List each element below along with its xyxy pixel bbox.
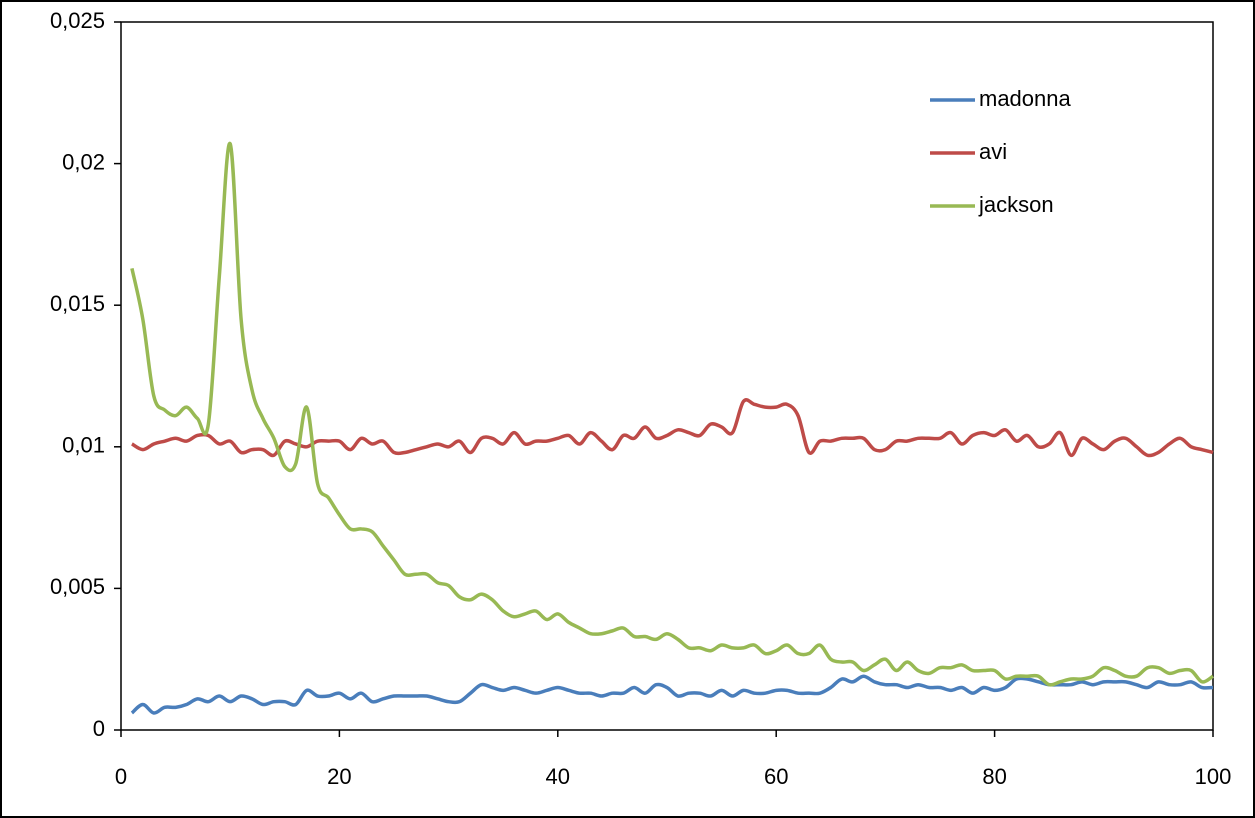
x-tick-label: 20 xyxy=(327,764,351,789)
x-tick-label: 60 xyxy=(764,764,788,789)
x-tick-label: 100 xyxy=(1195,764,1232,789)
y-tick-label: 0,02 xyxy=(62,149,105,174)
series-line xyxy=(130,674,1214,715)
series-line xyxy=(130,142,1214,687)
plot-area xyxy=(120,21,1214,731)
x-tick-label: 40 xyxy=(546,764,570,789)
legend-label: madonna xyxy=(979,86,1072,111)
legend-label: jackson xyxy=(978,192,1054,217)
y-tick-label: 0,005 xyxy=(50,574,105,599)
y-tick-label: 0,01 xyxy=(62,433,105,458)
y-tick-label: 0 xyxy=(93,716,105,741)
legend-label: avi xyxy=(979,139,1007,164)
y-tick-label: 0,015 xyxy=(50,291,105,316)
x-tick-label: 0 xyxy=(115,764,127,789)
y-tick-label: 0,025 xyxy=(50,8,105,33)
x-tick-label: 80 xyxy=(982,764,1006,789)
